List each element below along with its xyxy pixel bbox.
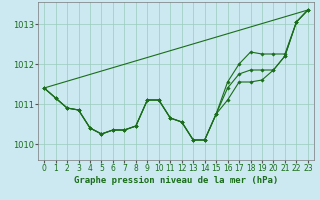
X-axis label: Graphe pression niveau de la mer (hPa): Graphe pression niveau de la mer (hPa) — [74, 176, 278, 185]
